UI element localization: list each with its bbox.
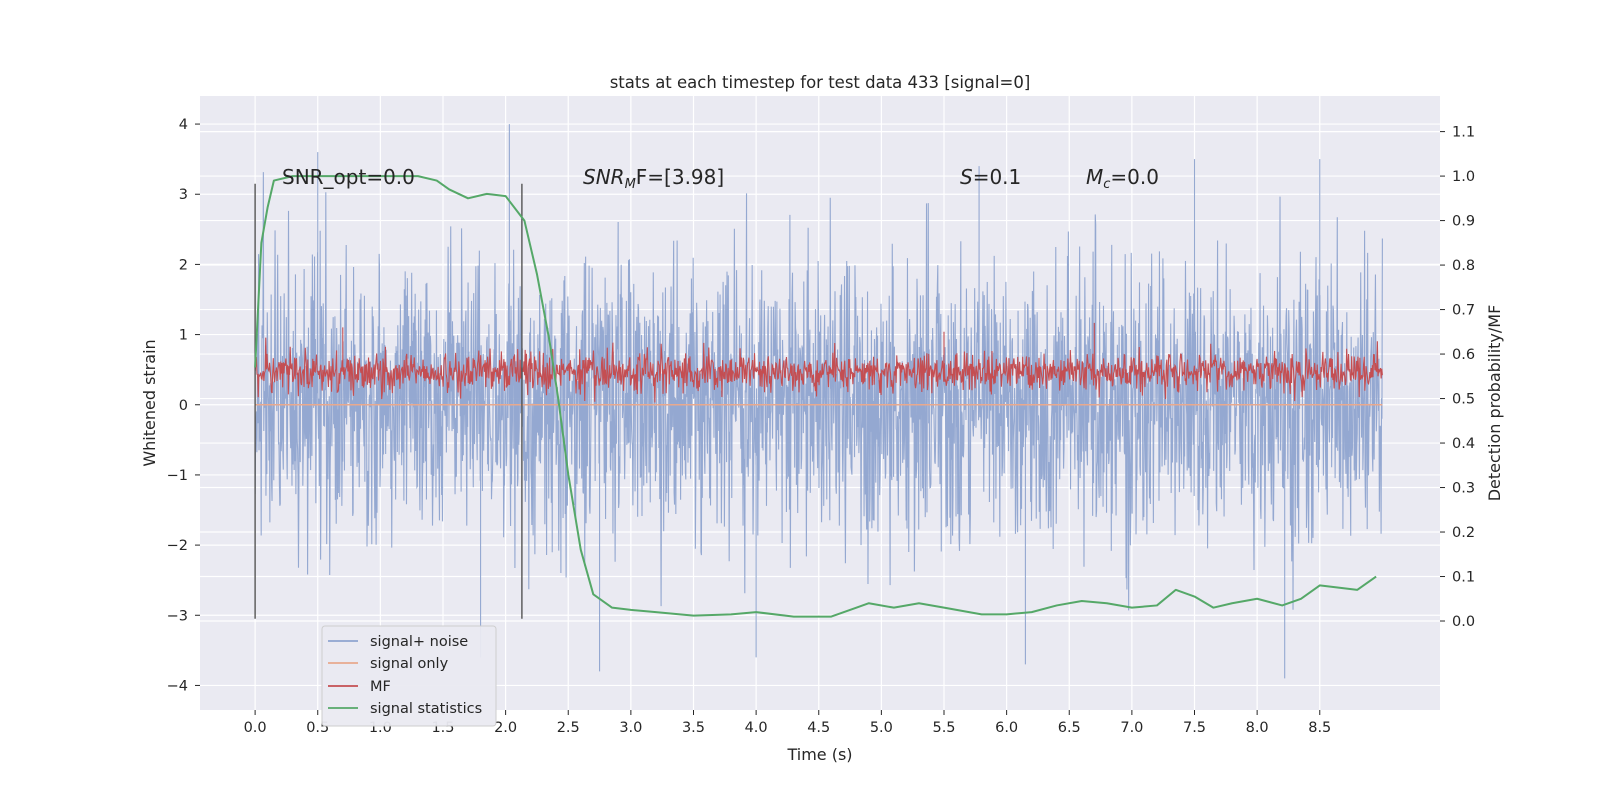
y2-tick-label: 0.6 xyxy=(1452,347,1475,363)
y-tick-label: 1 xyxy=(179,328,188,344)
series-mf xyxy=(254,322,1383,403)
annotation-snr-opt: SNR_opt=0.0 xyxy=(282,165,415,189)
x-tick-label: 6.5 xyxy=(1058,720,1081,736)
y-tick-label: −3 xyxy=(167,608,188,624)
annotation-snr-mf-sub: M xyxy=(625,177,636,192)
x-axis-label: Time (s) xyxy=(786,745,852,764)
annotation-mc-var: M xyxy=(1086,165,1103,189)
annotation-s: S=0.1 xyxy=(960,165,1021,189)
x-tick-label: 7.5 xyxy=(1183,720,1206,736)
legend-box xyxy=(321,625,497,727)
x-tick-label: 0.0 xyxy=(244,720,267,736)
x-tick-label: 5.0 xyxy=(870,720,893,736)
chart-title: stats at each timestep for test data 433… xyxy=(610,73,1031,92)
legend-label-signal-only: signal only xyxy=(370,656,449,672)
y2-tick-label: 1.0 xyxy=(1452,169,1475,185)
x-tick-label: 3.0 xyxy=(619,720,642,736)
legend-label-signal-statistics: signal statistics xyxy=(370,701,482,717)
y2-tick-label: 0.4 xyxy=(1452,436,1475,452)
y2-tick-label: 1.1 xyxy=(1452,125,1475,141)
annotation-mc: Mc=0.0 xyxy=(1086,165,1159,192)
series-layer xyxy=(254,124,1383,679)
x-tick-label: 8.5 xyxy=(1308,720,1331,736)
y-tick-label: 3 xyxy=(179,187,188,203)
x-tick-label: 4.0 xyxy=(745,720,768,736)
annotation-mc-sub: c xyxy=(1103,177,1110,192)
y2-axis-label: Detection probability/MF xyxy=(1485,305,1504,502)
y2-tick-label: 0.1 xyxy=(1452,570,1475,586)
y-tick-label: −4 xyxy=(167,678,188,694)
y2-tick-label: 0.8 xyxy=(1452,258,1475,274)
annotation-snr-mf-base: SNR xyxy=(583,165,625,189)
y2-tick-label: 0.0 xyxy=(1452,614,1475,630)
y-axis-label: Whitened strain xyxy=(140,339,159,466)
annotation-s-rest: =0.1 xyxy=(973,165,1022,189)
legend: signal+ noise signal only MF signal stat… xyxy=(321,625,497,727)
y2-tick-label: 0.9 xyxy=(1452,214,1475,230)
annotation-snr-mf-rest: F=[3.98] xyxy=(636,165,724,189)
x-tick-label: 2.0 xyxy=(494,720,517,736)
y2-tick-label: 0.2 xyxy=(1452,525,1475,541)
x-tick-label: 7.0 xyxy=(1120,720,1143,736)
x-tick-label: 2.5 xyxy=(557,720,580,736)
x-tick-label: 5.5 xyxy=(932,720,955,736)
x-tick-label: 3.5 xyxy=(682,720,705,736)
y2-tick-label: 0.5 xyxy=(1452,392,1475,408)
series-signal-statistics xyxy=(254,175,1377,618)
y-tick-label: −2 xyxy=(167,538,188,554)
x-tick-label: 4.5 xyxy=(807,720,830,736)
y-tick-label: 4 xyxy=(179,117,188,133)
y2-tick-label: 0.3 xyxy=(1452,481,1475,497)
y-tick-label: 0 xyxy=(179,398,188,414)
legend-label-signal-noise: signal+ noise xyxy=(370,634,468,650)
y-tick-label: 2 xyxy=(179,257,188,273)
annotation-mc-rest: =0.0 xyxy=(1110,165,1159,189)
legend-label-mf: MF xyxy=(370,679,391,695)
annotation-snr-mf: SNRMF=[3.98] xyxy=(583,165,724,192)
annotation-s-var: S xyxy=(960,165,973,189)
x-tick-label: 6.0 xyxy=(995,720,1018,736)
y2-tick-label: 0.7 xyxy=(1452,303,1475,319)
y-tick-label: −1 xyxy=(167,468,188,484)
x-tick-label: 8.0 xyxy=(1246,720,1269,736)
